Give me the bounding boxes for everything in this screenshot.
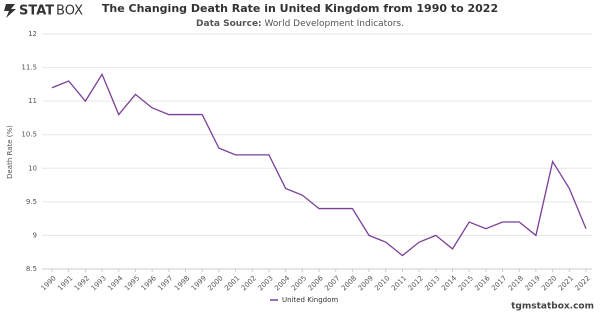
x-tick-label: 2005	[290, 274, 308, 292]
x-tick-label: 2002	[240, 274, 258, 292]
logo-light: BOX	[56, 4, 83, 19]
x-tick-label: 2009	[357, 274, 375, 292]
y-tick-label: 12	[28, 30, 37, 38]
chart-subtitle: Data Source: World Development Indicator…	[196, 19, 404, 29]
x-tick-label: 1990	[40, 274, 58, 292]
x-tick-label: 2015	[457, 274, 475, 292]
series-line	[51, 72, 587, 257]
legend-label: United Kingdom	[282, 296, 338, 304]
x-tick-label: 2007	[323, 274, 341, 292]
x-tick-label: 2003	[257, 274, 275, 292]
y-tick-label: 9.5	[26, 198, 37, 206]
footer: tgmstatbox.com	[511, 302, 594, 312]
x-tick-label: 2011	[390, 274, 408, 292]
logo: STAT BOX	[4, 4, 83, 19]
x-tick-label: 1994	[106, 274, 125, 293]
subtitle-label: Data Source:	[196, 19, 262, 29]
x-tick-label: 2012	[407, 274, 425, 292]
x-tick-label: 2000	[206, 274, 224, 292]
y-tick-label: 10.5	[21, 131, 37, 139]
x-tick-label: 2008	[340, 274, 358, 292]
y-tick-label: 9	[33, 231, 37, 239]
y-tick-label: 10	[28, 164, 37, 172]
logo-bold: STAT	[19, 4, 54, 19]
x-tick-label: 2020	[540, 274, 558, 292]
x-tick-label: 2016	[473, 274, 492, 293]
x-tick-label: 2010	[373, 274, 391, 292]
x-tick-label: 2021	[557, 274, 575, 292]
x-tick-label: 2013	[423, 274, 441, 292]
x-tick-label: 1991	[56, 274, 74, 292]
x-tick-label: 1996	[140, 274, 159, 293]
x-tick-label: 2017	[490, 274, 508, 292]
x-tick-label: 1998	[173, 274, 191, 292]
x-tick-label: 1992	[73, 274, 91, 292]
y-tick-label: 11	[28, 97, 37, 105]
x-tick-label: 2001	[223, 274, 241, 292]
x-tick-label: 1999	[190, 274, 208, 292]
y-tick-label: 11.5	[21, 64, 37, 72]
logo-icon	[4, 4, 16, 18]
x-tick-label: 2004	[273, 274, 292, 293]
x-tick-label: 1995	[123, 274, 141, 292]
subtitle-text: World Development Indicators.	[265, 19, 404, 29]
x-tick-label: 2014	[440, 274, 459, 293]
x-tick-label: 2006	[307, 274, 326, 293]
y-tick-label: 8.5	[26, 265, 37, 273]
x-tick-label: 2018	[507, 274, 525, 292]
x-tick-label: 1993	[90, 274, 108, 292]
chart-title: The Changing Death Rate in United Kingdo…	[102, 2, 498, 15]
x-tick-label: 1997	[156, 274, 174, 292]
x-tick-label: 2019	[524, 274, 542, 292]
x-tick-label: 2022	[574, 274, 592, 292]
y-axis-label: Death Rate (%)	[6, 125, 14, 179]
